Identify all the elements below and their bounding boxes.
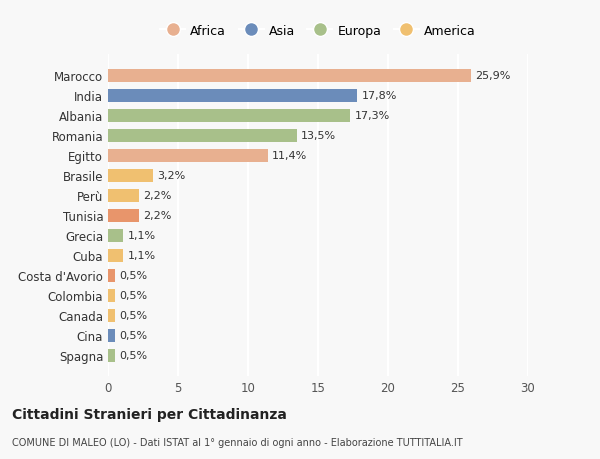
Text: 25,9%: 25,9% <box>475 71 510 81</box>
Text: Cittadini Stranieri per Cittadinanza: Cittadini Stranieri per Cittadinanza <box>12 407 287 421</box>
Bar <box>108 189 139 202</box>
Legend: Africa, Asia, Europa, America: Africa, Asia, Europa, America <box>155 20 481 43</box>
Bar <box>108 289 115 302</box>
Bar <box>108 229 124 242</box>
Text: 0,5%: 0,5% <box>119 310 148 320</box>
Text: 0,5%: 0,5% <box>119 291 148 301</box>
Text: 0,5%: 0,5% <box>119 350 148 360</box>
Bar <box>108 129 297 142</box>
Bar <box>108 90 357 102</box>
Text: 3,2%: 3,2% <box>157 171 185 181</box>
Text: 2,2%: 2,2% <box>143 191 172 201</box>
Bar <box>108 249 124 262</box>
Text: 13,5%: 13,5% <box>301 131 337 141</box>
Bar <box>108 150 268 162</box>
Bar <box>108 349 115 362</box>
Bar <box>108 110 350 123</box>
Bar <box>108 70 470 83</box>
Text: 17,8%: 17,8% <box>361 91 397 101</box>
Bar <box>108 329 115 342</box>
Bar <box>108 209 139 222</box>
Text: 1,1%: 1,1% <box>128 251 156 261</box>
Text: 2,2%: 2,2% <box>143 211 172 221</box>
Text: 11,4%: 11,4% <box>272 151 307 161</box>
Bar <box>108 269 115 282</box>
Text: 0,5%: 0,5% <box>119 270 148 280</box>
Text: 0,5%: 0,5% <box>119 330 148 340</box>
Text: COMUNE DI MALEO (LO) - Dati ISTAT al 1° gennaio di ogni anno - Elaborazione TUTT: COMUNE DI MALEO (LO) - Dati ISTAT al 1° … <box>12 437 463 447</box>
Bar <box>108 309 115 322</box>
Text: 1,1%: 1,1% <box>128 231 156 241</box>
Bar <box>108 169 153 182</box>
Text: 17,3%: 17,3% <box>355 111 389 121</box>
